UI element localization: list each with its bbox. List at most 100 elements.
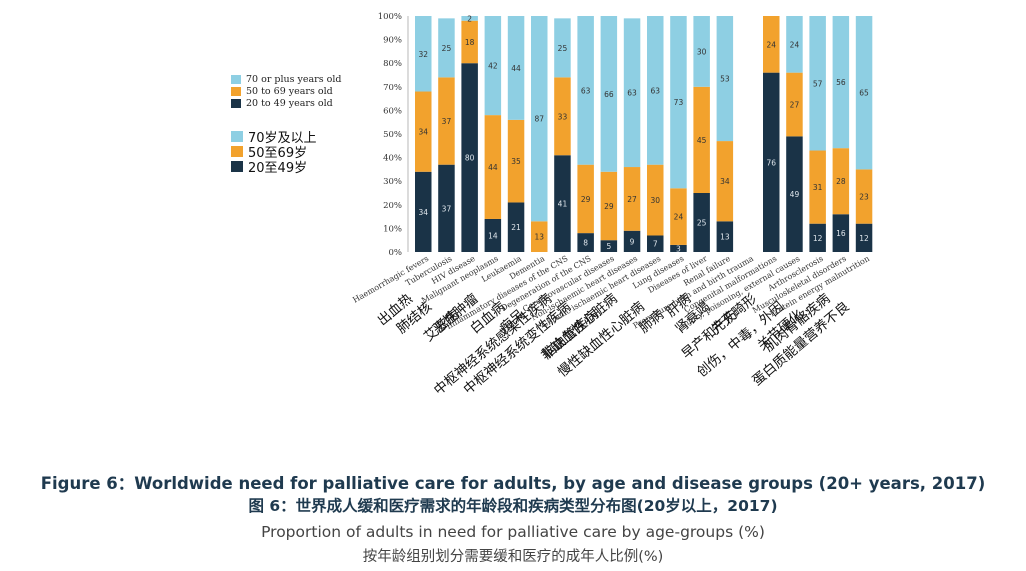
bar-old bbox=[531, 16, 548, 222]
data-label-mid: 23 bbox=[859, 193, 869, 202]
data-label-young: 7 bbox=[653, 240, 658, 249]
data-label-mid: 45 bbox=[697, 136, 707, 145]
data-label-old: 63 bbox=[650, 86, 660, 95]
bar-mid bbox=[415, 91, 432, 172]
data-label-old: 87 bbox=[534, 115, 544, 124]
data-label-young: 49 bbox=[790, 190, 800, 199]
y-tick-label: 40% bbox=[383, 154, 402, 164]
data-label-old: 63 bbox=[627, 89, 637, 98]
legend-swatch-old bbox=[231, 74, 241, 84]
bar-mid bbox=[670, 188, 687, 245]
data-label-old: 44 bbox=[511, 64, 521, 73]
legend-item-old-zh: 70岁及以上 bbox=[231, 129, 317, 146]
data-label-mid: 34 bbox=[418, 128, 428, 137]
data-label-mid: 29 bbox=[604, 202, 614, 211]
data-label-old: 42 bbox=[488, 62, 498, 71]
bar-young bbox=[786, 136, 803, 252]
bar-mid bbox=[507, 119, 525, 203]
bar-old bbox=[507, 16, 525, 120]
bar-mid bbox=[531, 221, 548, 252]
data-label-mid: 44 bbox=[488, 163, 498, 172]
data-label-mid: 24 bbox=[674, 213, 684, 222]
legend-item-young: 20 to 49 years old bbox=[231, 97, 341, 109]
data-label-mid: 35 bbox=[511, 157, 521, 166]
bar-mid bbox=[716, 141, 734, 222]
bar-old bbox=[461, 16, 478, 21]
data-label-mid: 13 bbox=[534, 233, 544, 242]
bar-young bbox=[693, 193, 710, 252]
data-label-old: 73 bbox=[674, 98, 684, 107]
bar-young bbox=[809, 223, 826, 252]
bar-young bbox=[855, 223, 873, 252]
bar-old bbox=[577, 16, 594, 165]
bar-young bbox=[554, 155, 571, 252]
bar-mid bbox=[763, 16, 780, 73]
bar-old bbox=[786, 16, 803, 73]
stacked-bar-chart: 0%10%20%30%40%50%60%70%80%90%100%343432H… bbox=[351, 12, 873, 399]
bar-old bbox=[647, 16, 664, 165]
bar-mid bbox=[809, 150, 826, 224]
y-tick-label: 30% bbox=[383, 177, 402, 187]
data-label-young: 9 bbox=[630, 237, 635, 246]
data-label-young: 13 bbox=[720, 233, 730, 242]
bar-old bbox=[693, 16, 710, 87]
bar-old bbox=[554, 18, 571, 78]
data-label-young: 12 bbox=[859, 234, 869, 243]
data-label-mid: 27 bbox=[790, 101, 800, 110]
y-tick-label: 10% bbox=[383, 224, 402, 234]
data-label-young: 14 bbox=[488, 231, 498, 240]
data-label-mid: 33 bbox=[558, 112, 568, 121]
data-label-old: 25 bbox=[558, 44, 568, 53]
bar-mid bbox=[438, 77, 455, 165]
data-label-young: 37 bbox=[442, 204, 452, 213]
y-tick-label: 60% bbox=[383, 106, 402, 116]
bar-mid bbox=[647, 164, 664, 236]
y-tick-label: 50% bbox=[383, 130, 402, 140]
bar-old bbox=[438, 18, 455, 78]
data-label-young: 41 bbox=[558, 200, 568, 209]
data-label-old: 24 bbox=[790, 40, 800, 49]
bar-mid bbox=[577, 164, 594, 234]
data-label-mid: 34 bbox=[720, 177, 730, 186]
data-label-old: 56 bbox=[836, 78, 846, 87]
data-label-old: 53 bbox=[720, 75, 730, 84]
data-label-young: 25 bbox=[697, 219, 707, 228]
data-label-mid: 28 bbox=[836, 177, 846, 186]
bar-old bbox=[415, 16, 432, 92]
bar-young bbox=[577, 233, 594, 252]
bar-mid bbox=[600, 171, 618, 241]
bar-mid bbox=[554, 77, 571, 156]
bar-mid bbox=[832, 148, 850, 215]
bar-young bbox=[600, 240, 618, 252]
data-label-young: 80 bbox=[465, 154, 475, 163]
legend-item-mid: 50 to 69 years old bbox=[231, 85, 341, 97]
bar-young bbox=[484, 218, 502, 252]
data-label-mid: 24 bbox=[766, 40, 776, 49]
data-label-young: 16 bbox=[836, 229, 846, 238]
data-label-young: 3 bbox=[676, 244, 681, 253]
legend-label-old: 70 or plus years old bbox=[246, 73, 342, 85]
bar-mid bbox=[693, 86, 710, 193]
data-label-old: 32 bbox=[418, 50, 428, 59]
figure-title-chinese: 图 6：世界成人缓和医疗需求的年龄段和疾病类型分布图(20岁以上，2017) bbox=[248, 497, 778, 515]
chart-subtitle-english: Proportion of adults in need for palliat… bbox=[261, 523, 765, 541]
data-label-mid: 27 bbox=[627, 195, 637, 204]
bar-young bbox=[647, 235, 664, 252]
legend-swatch-young-zh bbox=[231, 161, 243, 172]
bar-young bbox=[507, 202, 525, 252]
bar-old bbox=[855, 16, 873, 170]
bar-mid bbox=[623, 167, 641, 231]
bar-young bbox=[716, 221, 734, 252]
legend-label-young: 20 to 49 years old bbox=[246, 97, 333, 109]
y-tick-label: 90% bbox=[383, 36, 402, 46]
bar-young bbox=[415, 171, 432, 252]
legend-item-young-zh: 20至49岁 bbox=[231, 159, 317, 176]
data-label-mid: 31 bbox=[813, 183, 823, 192]
y-tick-label: 80% bbox=[383, 59, 402, 69]
data-label-old: 30 bbox=[697, 47, 707, 56]
y-tick-label: 100% bbox=[378, 12, 402, 22]
data-label-mid: 30 bbox=[650, 196, 660, 205]
bar-young bbox=[763, 72, 780, 252]
data-label-old: 2 bbox=[467, 14, 472, 23]
bar-young bbox=[670, 244, 687, 252]
